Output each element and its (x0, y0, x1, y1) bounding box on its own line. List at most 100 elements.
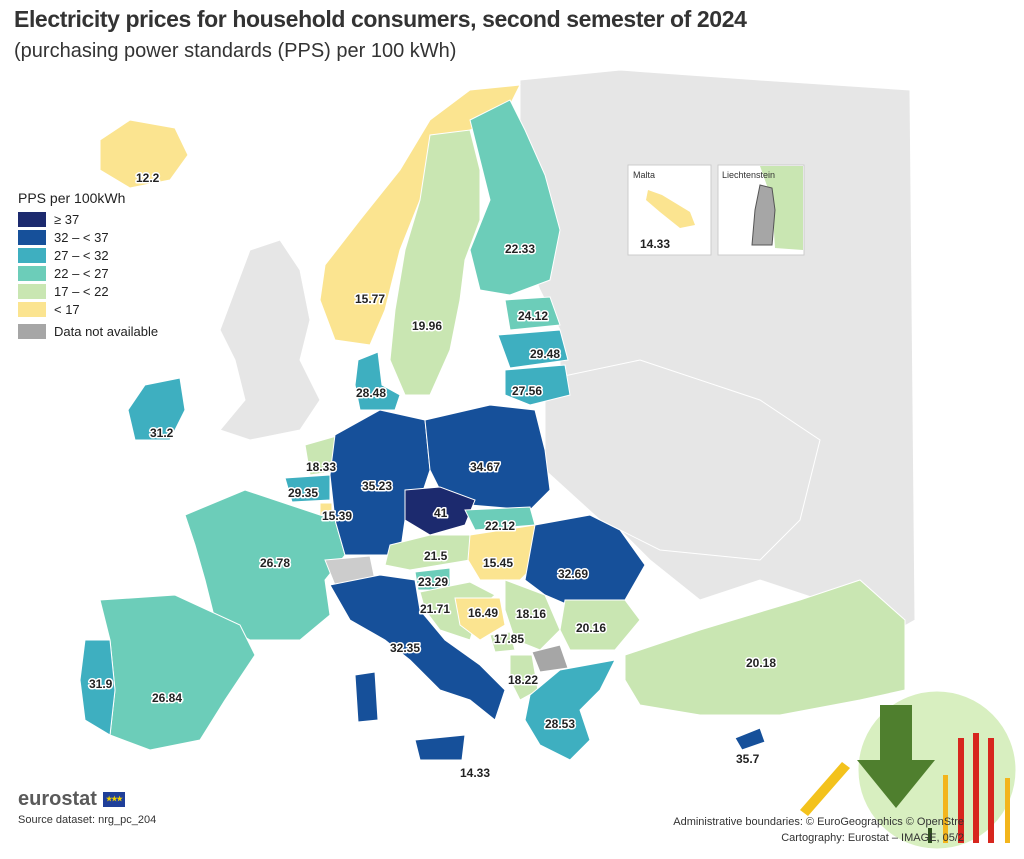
region-finland (469, 99, 561, 296)
label-albania: 18.22 (508, 673, 538, 687)
label-latvia: 29.48 (530, 347, 560, 361)
label-montenegro: 17.85 (494, 632, 524, 646)
label-cyprus: 35.7 (736, 752, 760, 766)
label-serbia: 18.16 (516, 607, 546, 621)
region-czechia (404, 486, 476, 536)
label-norway: 15.77 (355, 292, 385, 306)
label-denmark: 28.48 (356, 386, 386, 400)
chart-bar-icon (958, 738, 964, 843)
legend-title: PPS per 100kWh (18, 190, 126, 206)
region-portugal (79, 639, 116, 736)
credits-boundaries: Administrative boundaries: © EuroGeograp… (673, 816, 964, 828)
legend-swatch (18, 283, 46, 299)
region-sardinia (354, 671, 379, 723)
label-poland: 34.67 (470, 460, 500, 474)
label-sicily: 14.33 (460, 766, 490, 780)
region-albania (509, 654, 539, 701)
region-denmark (354, 351, 401, 411)
eu-flag-icon: ★★★ (102, 792, 125, 807)
label-hungary: 15.45 (483, 556, 513, 570)
uk-land (219, 239, 321, 441)
legend-item: ≥ 37 (18, 210, 158, 228)
legend-swatch (18, 301, 46, 317)
legend-item: < 17 (18, 300, 158, 318)
label-netherlands: 18.33 (306, 460, 336, 474)
inset-liechtenstein-title: Liechtenstein (722, 170, 775, 180)
label-greece: 28.53 (545, 717, 575, 731)
label-estonia: 24.12 (518, 309, 548, 323)
label-croatia: 21.71 (420, 602, 450, 616)
region-sweden (389, 129, 481, 396)
legend-item: 32 – < 37 (18, 228, 158, 246)
label-lithuania: 27.56 (512, 384, 542, 398)
legend-label: < 17 (54, 301, 80, 317)
legend-swatch (18, 265, 46, 281)
legend: PPS per 100kWh ≥ 37 32 – < 37 27 – < 32 … (18, 190, 158, 340)
legend-swatch (18, 323, 46, 339)
credits: Administrative boundaries: © EuroGeograp… (673, 814, 964, 846)
legend-label: 17 – < 22 (54, 283, 109, 299)
chart-bar-icon (988, 738, 994, 843)
chart-bar-icon (928, 828, 932, 843)
label-slovenia: 23.29 (418, 575, 448, 589)
region-iceland (99, 119, 189, 189)
region-poland (424, 404, 551, 511)
brand-name: eurostat (18, 788, 97, 810)
region-estonia (504, 296, 561, 331)
belarus-ukraine-land (544, 359, 821, 561)
label-romania: 32.69 (558, 567, 588, 581)
region-italy (329, 574, 506, 721)
legend-swatch (18, 247, 46, 263)
pencil-icon (800, 762, 850, 816)
label-luxembourg: 15.39 (322, 509, 352, 523)
region-bosnia (454, 597, 506, 641)
eurostat-logo: eurostat ★★★ (18, 788, 125, 811)
label-iceland: 12.2 (136, 171, 160, 185)
legend-swatch (18, 229, 46, 245)
label-ireland: 31.2 (150, 426, 174, 440)
legend-item: 27 – < 32 (18, 246, 158, 264)
label-finland: 22.33 (505, 242, 535, 256)
label-slovakia: 22.12 (485, 519, 515, 533)
map-subtitle: (purchasing power standards (PPS) per 10… (14, 40, 457, 62)
legend-label: 22 – < 27 (54, 265, 109, 281)
region-lithuania (504, 364, 571, 406)
legend-item-na: Data not available (18, 322, 158, 340)
label-italy: 32.35 (390, 641, 420, 655)
label-malta: 14.33 (640, 237, 670, 251)
region-north-macedonia (531, 644, 569, 673)
region-sicily (414, 734, 466, 761)
label-czechia: 41 (434, 506, 448, 520)
legend-swatch (18, 211, 46, 227)
region-cyprus (734, 727, 766, 751)
region-latvia (497, 329, 569, 369)
region-france (184, 489, 346, 641)
source-dataset: Source dataset: nrg_pc_204 (18, 814, 157, 826)
label-belgium: 29.35 (288, 486, 318, 500)
inset-malta-title: Malta (633, 170, 655, 180)
region-belgium (284, 474, 331, 503)
legend-label: Data not available (54, 323, 159, 339)
region-greece (524, 659, 616, 761)
region-malta (646, 190, 695, 228)
legend-item: 17 – < 22 (18, 282, 158, 300)
label-germany: 35.23 (362, 479, 392, 493)
label-sweden: 19.96 (412, 319, 442, 333)
download-arrow-icon (857, 705, 935, 808)
region-montenegro (489, 631, 516, 653)
region-turkey (624, 579, 906, 716)
chart-bar-icon (973, 733, 979, 843)
region-bulgaria (559, 599, 641, 651)
label-austria: 21.5 (424, 549, 448, 563)
credits-cartography: Cartography: Eurostat – IMAGE, 05/2 (781, 832, 964, 844)
region-liechtenstein (751, 184, 776, 246)
chart-bar-icon (943, 775, 948, 843)
region-ireland (127, 377, 186, 441)
label-france: 26.78 (260, 556, 290, 570)
label-bosnia: 16.49 (468, 606, 498, 620)
legend-label: 27 – < 32 (54, 247, 109, 263)
region-luxembourg (319, 502, 333, 517)
label-bulgaria: 20.16 (576, 621, 606, 635)
legend-label: 32 – < 37 (54, 229, 109, 245)
